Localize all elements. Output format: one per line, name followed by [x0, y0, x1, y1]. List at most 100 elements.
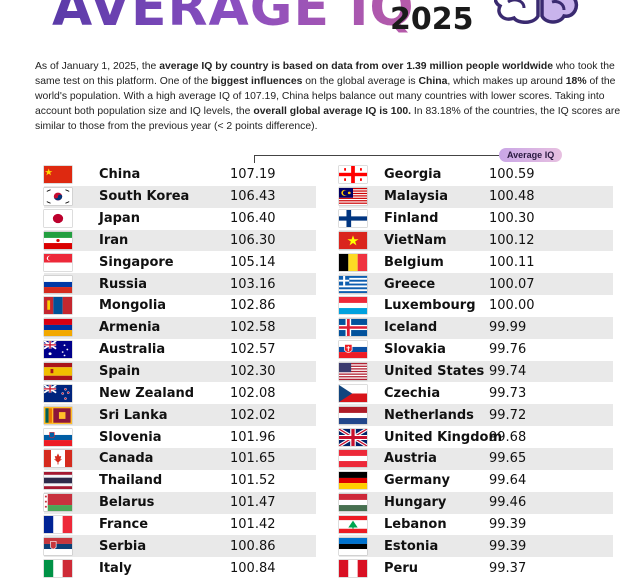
iq-score: 99.73 [489, 385, 527, 401]
country-name: South Korea [99, 189, 190, 205]
table-row: Peru 99.37 [339, 557, 613, 579]
serbia-flag-icon [44, 537, 72, 555]
country-name: Georgia [384, 167, 442, 183]
table-row: Canada 101.65 [44, 447, 316, 470]
lebanon-flag-icon [339, 515, 367, 533]
country-name: Russia [99, 276, 147, 292]
right-ranking-column: Georgia 100.59 Malaysia 100.48 Finland 100.30… [339, 164, 613, 579]
country-name: Iceland [384, 320, 438, 336]
country-name: VietNam [384, 232, 447, 248]
country-name: United States [384, 364, 485, 380]
table-row: Russia 103.16 [44, 273, 316, 296]
iq-score: 100.00 [489, 298, 535, 314]
iq-score: 99.76 [489, 342, 527, 358]
belgium-flag-icon [339, 253, 367, 271]
average-iq-badge: Average IQ [499, 148, 563, 162]
country-name: Italy [99, 560, 132, 576]
spain-flag-icon [44, 363, 72, 381]
country-name: Belarus [99, 495, 155, 511]
title-year: 2025 [390, 2, 474, 37]
country-name: Greece [384, 276, 436, 292]
country-name: Iran [99, 232, 129, 248]
table-row: Sri Lanka 102.02 [44, 404, 316, 427]
iq-score: 101.42 [230, 516, 276, 532]
iq-score: 106.30 [230, 232, 276, 248]
iq-score: 102.57 [230, 342, 276, 358]
left-ranking-column: China 107.19 South Korea 106.43 Japan 106.40 I… [44, 164, 316, 579]
iq-score: 101.52 [230, 473, 276, 489]
mongolia-flag-icon [44, 297, 72, 315]
iq-score: 99.68 [489, 429, 527, 445]
iq-score: 100.07 [489, 276, 535, 292]
iq-score: 106.43 [230, 189, 276, 205]
intro-text-5: of the world's population. With a high a… [35, 76, 616, 117]
south-korea-flag-icon [44, 188, 72, 206]
iq-score: 99.72 [489, 407, 527, 423]
estonia-flag-icon [339, 537, 367, 555]
country-name: Belgium [384, 254, 444, 270]
table-row: Estonia 99.39 [339, 535, 613, 558]
table-row: Greece 100.07 [339, 273, 613, 296]
country-name: Germany [384, 473, 450, 489]
intro-text-2: who took the same test on this platform.… [35, 61, 615, 87]
country-name: Mongolia [99, 298, 167, 314]
peru-flag-icon [339, 559, 367, 577]
country-name: Armenia [99, 320, 161, 336]
singapore-flag-icon [44, 253, 72, 271]
country-name: Sri Lanka [99, 407, 168, 423]
table-row: United Kingdom 99.68 [339, 426, 613, 448]
table-row: Armenia 102.58 [44, 316, 316, 339]
australia-flag-icon [44, 341, 72, 359]
iq-score: 99.74 [489, 364, 527, 380]
table-row: France 101.42 [44, 514, 316, 536]
canada-flag-icon [44, 450, 72, 468]
finland-flag-icon [339, 210, 367, 228]
sri-lanka-flag-icon [44, 406, 72, 424]
country-name: Malaysia [384, 189, 448, 205]
iq-score: 103.16 [230, 276, 276, 292]
france-flag-icon [44, 515, 72, 533]
iq-score: 99.99 [489, 320, 527, 336]
header: AVERAGE IQ 2025 [0, 0, 641, 38]
hungary-flag-icon [339, 494, 367, 512]
italy-flag-icon [44, 559, 72, 577]
iq-score: 102.86 [230, 298, 276, 314]
country-name: Japan [99, 211, 140, 227]
country-name: Slovenia [99, 429, 162, 445]
united-states-flag-icon [339, 363, 367, 381]
intro-bold-5: overall global average IQ is 100. [253, 106, 412, 117]
iq-score: 106.40 [230, 211, 276, 227]
table-row: Slovakia 99.76 [339, 339, 613, 361]
iceland-flag-icon [339, 319, 367, 337]
badge-connector-tick [254, 155, 255, 163]
country-name: New Zealand [99, 385, 195, 401]
country-name: Spain [99, 364, 141, 380]
iq-score: 102.58 [230, 320, 276, 336]
table-row: Japan 106.40 [44, 208, 316, 230]
iq-score: 99.37 [489, 560, 527, 576]
netherlands-flag-icon [339, 406, 367, 424]
russia-flag-icon [44, 275, 72, 293]
country-name: Australia [99, 342, 166, 358]
table-row: Austria 99.65 [339, 447, 613, 470]
belarus-flag-icon [44, 494, 72, 512]
table-row: Belarus 101.47 [44, 491, 316, 514]
table-row: Germany 99.64 [339, 470, 613, 492]
table-row: Italy 100.84 [44, 557, 316, 579]
intro-paragraph: As of January 1, 2025, the average IQ by… [35, 59, 625, 134]
table-row: Malaysia 100.48 [339, 185, 613, 208]
iq-score: 107.19 [230, 167, 276, 183]
table-row: Mongolia 102.86 [44, 295, 316, 317]
country-name: Luxembourg [384, 298, 476, 314]
country-name: Czechia [384, 385, 441, 401]
iq-score: 100.12 [489, 232, 535, 248]
table-row: Singapore 105.14 [44, 251, 316, 273]
country-name: Singapore [99, 254, 174, 270]
iq-score: 99.64 [489, 473, 527, 489]
table-row: Georgia 100.59 [339, 164, 613, 186]
iq-score: 100.59 [489, 167, 535, 183]
table-row: Netherlands 99.72 [339, 404, 613, 427]
table-row: Thailand 101.52 [44, 470, 316, 492]
new-zealand-flag-icon [44, 384, 72, 402]
iq-score: 99.65 [489, 451, 527, 467]
